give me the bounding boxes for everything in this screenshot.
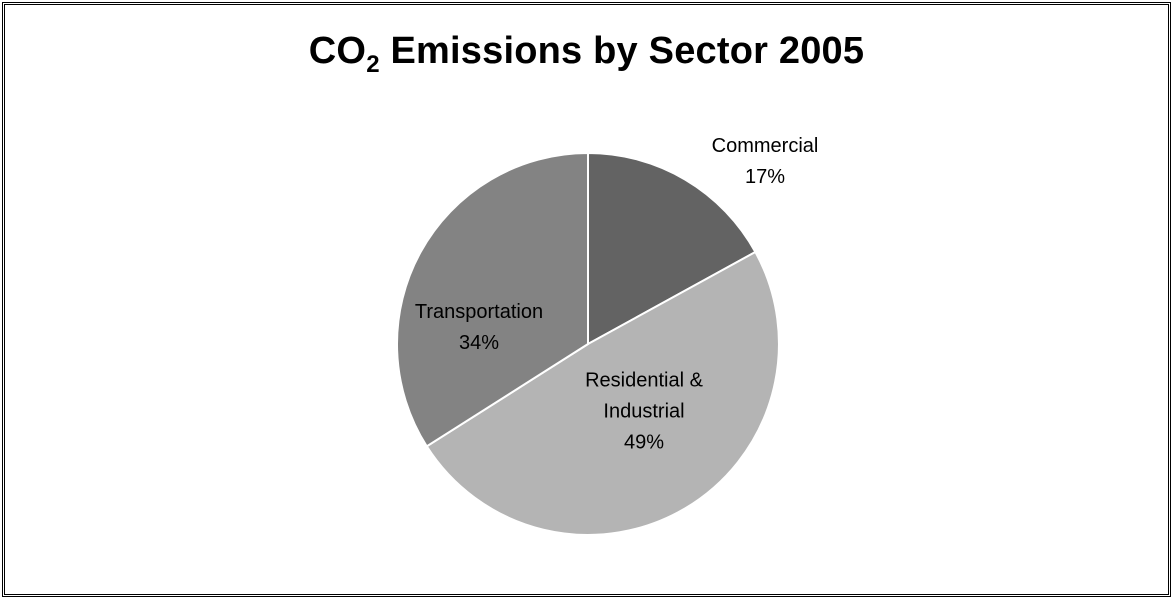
slice-percent-label: 49%: [624, 431, 664, 453]
pie-slices: [396, 151, 780, 536]
chart-title-rest: Emissions by Sector 2005: [379, 30, 865, 72]
slice-name-label: Residential &: [585, 369, 704, 391]
chart-title-subscript: 2: [366, 51, 380, 78]
chart-title: CO2 Emissions by Sector 2005: [0, 30, 1173, 77]
slice-name-label: Commercial: [712, 135, 819, 157]
pie-slice-commercial: [587, 151, 757, 346]
slice-name-label: Industrial: [603, 400, 684, 422]
slice-percent-label: 34%: [459, 332, 499, 354]
slice-percent-label: 17%: [745, 166, 785, 188]
slice-name-label: Transportation: [415, 301, 543, 323]
chart-title-main: CO: [308, 30, 367, 72]
pie-slice-transportation: [396, 151, 589, 448]
pie-labels: Commercial 17% Residential & Industrial 49% T…: [415, 135, 818, 454]
pie-slice-residential: [425, 250, 780, 536]
